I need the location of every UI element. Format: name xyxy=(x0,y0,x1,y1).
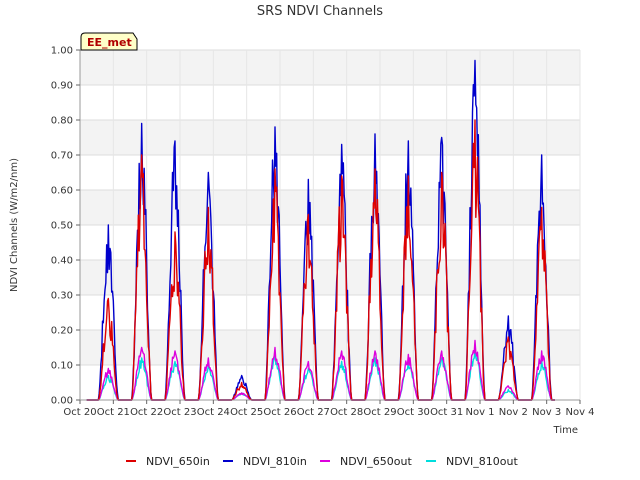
legend-item-ndvi-810in: NDVI_810in xyxy=(223,455,307,468)
x-axis-label: Time xyxy=(553,425,578,436)
background-band xyxy=(80,365,580,400)
x-tick-label: Oct 28 xyxy=(330,407,363,418)
background-band xyxy=(80,120,580,155)
background-band xyxy=(80,295,580,330)
site-badge-text: EE_met xyxy=(87,36,132,49)
background-band xyxy=(80,190,580,225)
background-band xyxy=(80,155,580,190)
y-tick-label: 0.20 xyxy=(51,326,73,337)
x-ticks: Oct 20 Oct 21 Oct 22 Oct 23 Oct 24 Oct 25 Oct … xyxy=(63,400,595,418)
background-band xyxy=(80,330,580,365)
y-tick-label: 0.00 xyxy=(51,396,73,407)
x-tick-label: Oct 21 xyxy=(97,407,130,418)
y-axis-label: NDVI Channels (W/m2/nm) xyxy=(9,158,20,292)
x-tick-label: Oct 23 xyxy=(163,407,196,418)
y-tick-label: 1.00 xyxy=(51,46,73,57)
y-tick-label: 0.70 xyxy=(51,151,73,162)
x-tick-label: Oct 22 xyxy=(130,407,163,418)
legend-item-ndvi-650in: NDVI_650in xyxy=(126,455,210,468)
x-tick-label: Oct 31 xyxy=(430,407,463,418)
background-bands xyxy=(80,50,580,400)
y-tick-label: 0.80 xyxy=(51,116,73,127)
chart-title: SRS NDVI Channels xyxy=(257,4,383,19)
x-tick-label: Oct 20 xyxy=(63,407,96,418)
x-tick-label: Nov 3 xyxy=(532,407,561,418)
x-tick-label: Nov 1 xyxy=(465,407,494,418)
background-band xyxy=(80,85,580,120)
legend-label: NDVI_810out xyxy=(446,455,518,468)
legend-label: NDVI_650in xyxy=(146,455,210,468)
y-tick-label: 0.50 xyxy=(51,221,73,232)
site-badge: EE_met xyxy=(80,32,138,51)
y-ticks: 0.00 0.10 0.20 0.30 0.40 0.50 0.60 0.70 0.80 0.90… xyxy=(51,46,80,407)
y-tick-label: 0.40 xyxy=(51,256,73,267)
legend: NDVI_650in NDVI_810in NDVI_650out NDVI_810o… xyxy=(126,455,518,468)
site-badge-box xyxy=(80,32,138,51)
y-tick-label: 0.90 xyxy=(51,81,73,92)
legend-item-ndvi-650out: NDVI_650out xyxy=(320,455,412,468)
x-tick-label: Oct 25 xyxy=(230,407,263,418)
x-tick-label: Nov 2 xyxy=(499,407,528,418)
x-tick-label: Oct 30 xyxy=(397,407,430,418)
background-band xyxy=(80,50,580,85)
legend-item-ndvi-810out: NDVI_810out xyxy=(426,455,518,468)
legend-label: NDVI_810in xyxy=(243,455,307,468)
x-tick-label: Nov 4 xyxy=(565,407,594,418)
y-tick-label: 0.10 xyxy=(51,361,73,372)
y-tick-label: 0.60 xyxy=(51,186,73,197)
background-band xyxy=(80,225,580,260)
y-tick-label: 0.30 xyxy=(51,291,73,302)
background-band xyxy=(80,260,580,295)
x-tick-label: Oct 29 xyxy=(363,407,396,418)
x-tick-label: Oct 26 xyxy=(263,407,296,418)
legend-label: NDVI_650out xyxy=(340,455,412,468)
x-tick-label: Oct 24 xyxy=(197,407,230,418)
x-tick-label: Oct 27 xyxy=(297,407,330,418)
